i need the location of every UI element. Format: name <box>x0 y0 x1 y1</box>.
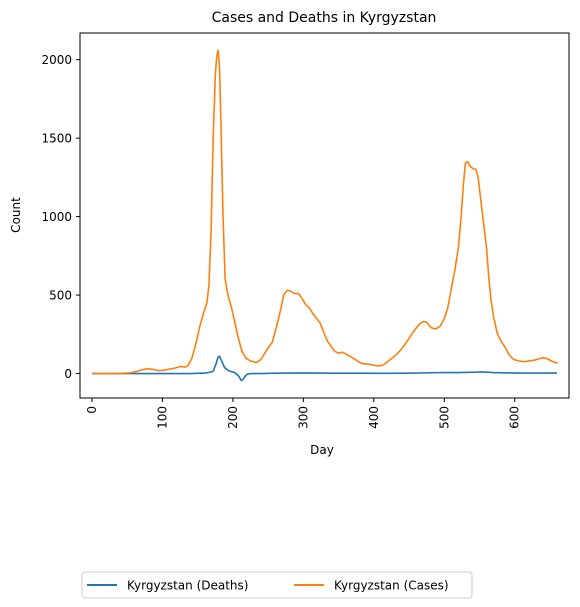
y-tick-label: 1500 <box>41 132 72 146</box>
x-ticks: 0 100 200 300 400 500 600 <box>85 398 522 429</box>
y-axis-label: Count <box>9 197 23 233</box>
x-tick-label: 0 <box>85 406 99 414</box>
x-tick-label: 200 <box>226 406 240 429</box>
x-tick-label: 400 <box>367 406 381 429</box>
series-line-cases <box>91 49 559 375</box>
y-tick-label: 0 <box>64 367 72 381</box>
y-tick-label: 1000 <box>41 210 72 224</box>
y-tick-label: 500 <box>49 289 72 303</box>
x-tick-label: 300 <box>296 406 310 429</box>
legend-box <box>81 571 473 599</box>
legend: Kyrgyzstan (Deaths) Kyrgyzstan (Cases) <box>81 571 473 599</box>
legend-label-cases: Kyrgyzstan (Cases) <box>334 579 449 593</box>
x-axis-label: Day <box>310 443 334 457</box>
x-tick-label: 500 <box>437 406 451 429</box>
axes-frame <box>79 32 570 399</box>
chart-title: Cases and Deaths in Kyrgyzstan <box>212 10 437 26</box>
y-ticks: 0 500 1000 1500 2000 <box>41 53 80 381</box>
x-tick-label: 100 <box>155 406 169 429</box>
series-layer <box>91 49 559 382</box>
x-tick-label: 600 <box>508 406 522 429</box>
legend-label-deaths: Kyrgyzstan (Deaths) <box>127 579 248 593</box>
y-tick-label: 2000 <box>41 53 72 67</box>
series-line-deaths <box>91 355 558 382</box>
